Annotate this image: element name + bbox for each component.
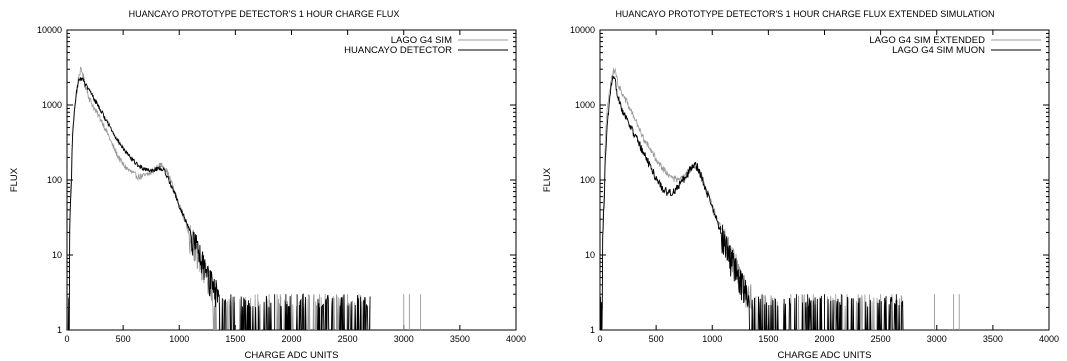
- x-tick-label: 2000: [814, 334, 834, 344]
- x-tick-label: 3500: [983, 334, 1003, 344]
- x-tick-label: 2500: [338, 334, 358, 344]
- plot-frame: [66, 29, 517, 331]
- x-tick-label: 500: [649, 334, 664, 344]
- x-axis-label: CHARGE ADC UNITS: [778, 350, 872, 361]
- x-tick-label: 1000: [169, 334, 189, 344]
- legend-label: LAGO G4 SIM MUON: [892, 45, 985, 56]
- x-tick-label: 3000: [394, 334, 414, 344]
- chart-panel-right: HUANCAYO PROTOTYPE DETECTOR'S 1 HOUR CHA…: [542, 9, 1059, 361]
- y-tick-label: 1000: [575, 100, 595, 110]
- legend-label: LAGO G4 SIM: [391, 35, 452, 46]
- y-tick-label: 10: [585, 250, 595, 260]
- x-tick-label: 4000: [506, 334, 526, 344]
- series-line-huancayo-detector: [67, 76, 371, 330]
- x-tick-label: 1500: [758, 334, 778, 344]
- y-tick-label: 10000: [37, 25, 62, 35]
- y-axis-label: FLUX: [542, 167, 553, 192]
- y-tick-label: 10000: [570, 25, 595, 35]
- chart-panel-left: HUANCAYO PROTOTYPE DETECTOR'S 1 HOUR CHA…: [9, 9, 526, 361]
- x-tick-label: 500: [116, 334, 131, 344]
- x-tick-label: 0: [597, 334, 602, 344]
- legend-label: LAGO G4 SIM EXTENDED: [869, 35, 985, 46]
- x-tick-label: 3500: [450, 334, 470, 344]
- series-line-lago-g4-sim-muon: [600, 75, 904, 330]
- y-tick-label: 100: [580, 175, 595, 185]
- plot-frame: [599, 29, 1050, 331]
- x-tick-label: 1500: [225, 334, 245, 344]
- y-tick-label: 100: [47, 175, 62, 185]
- y-tick-label: 1: [590, 325, 595, 335]
- y-tick-label: 1000: [42, 100, 62, 110]
- x-tick-label: 0: [64, 334, 69, 344]
- y-tick-label: 1: [57, 325, 62, 335]
- chart-title: HUANCAYO PROTOTYPE DETECTOR'S 1 HOUR CHA…: [615, 9, 994, 19]
- x-tick-label: 1000: [702, 334, 722, 344]
- series-line-lago-g4-sim-extended: [601, 67, 904, 330]
- x-tick-label: 2500: [871, 334, 891, 344]
- x-tick-label: 2000: [281, 334, 301, 344]
- x-tick-label: 3000: [927, 334, 947, 344]
- y-axis-label: FLUX: [9, 167, 20, 192]
- y-tick-label: 10: [52, 250, 62, 260]
- x-axis-label: CHARGE ADC UNITS: [245, 350, 339, 361]
- x-tick-label: 4000: [1039, 334, 1059, 344]
- chart-title: HUANCAYO PROTOTYPE DETECTOR'S 1 HOUR CHA…: [129, 9, 400, 19]
- legend-label: HUANCAYO DETECTOR: [344, 45, 452, 56]
